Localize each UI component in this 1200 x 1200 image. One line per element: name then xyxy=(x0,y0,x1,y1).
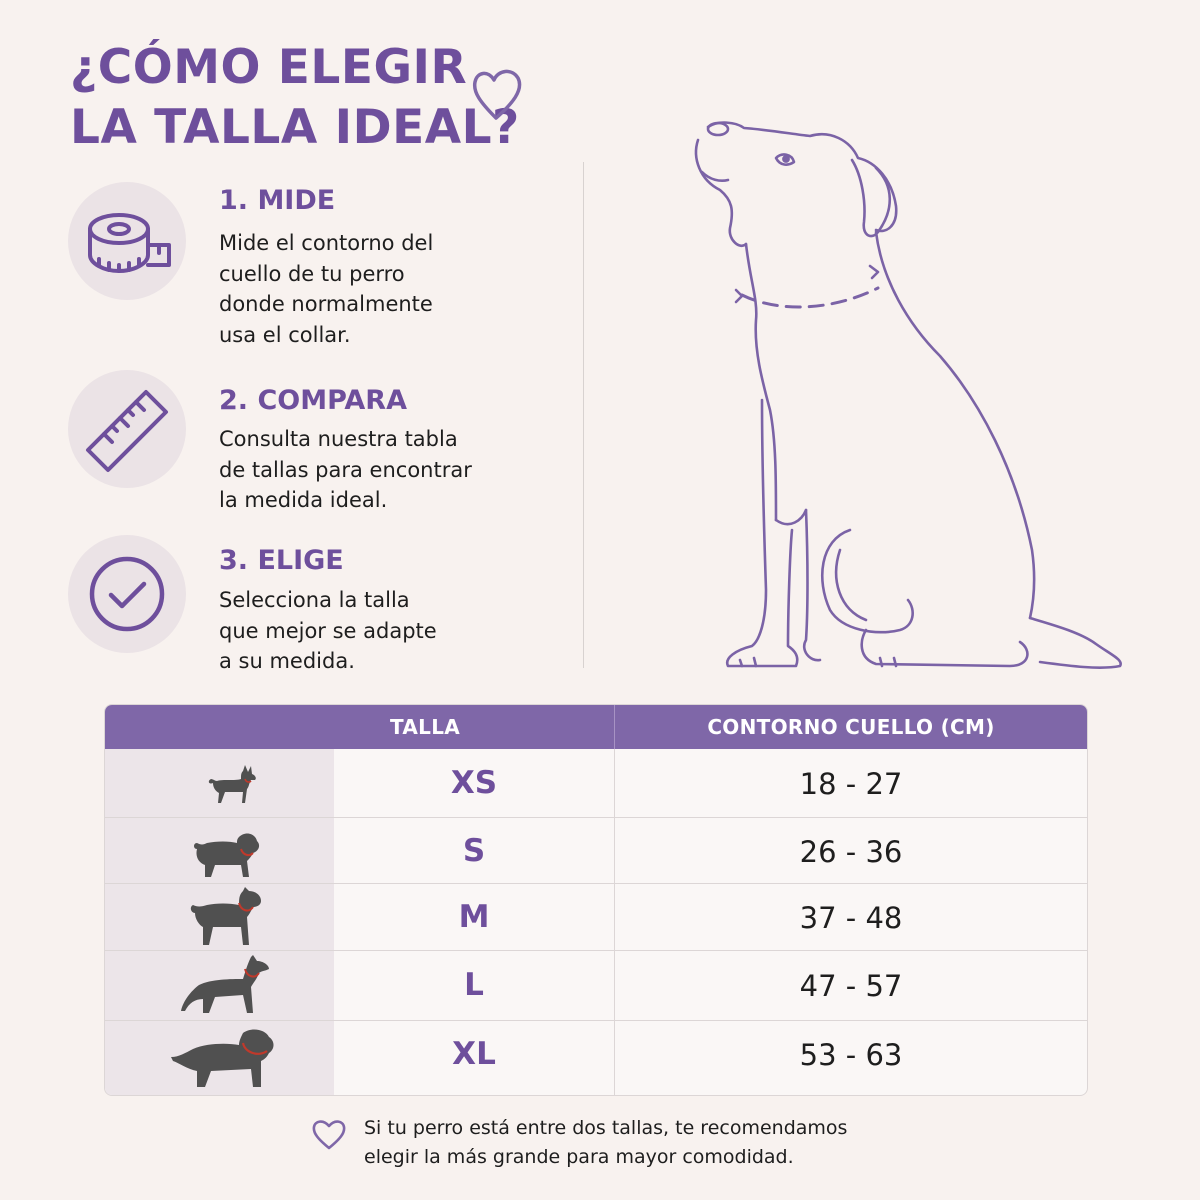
size-label: XL xyxy=(452,1036,496,1072)
bulldog-icon xyxy=(194,833,260,877)
column-divider xyxy=(614,749,615,1095)
step-description: Selecciona la talla que mejor se adapte … xyxy=(219,588,437,673)
step-icon-circle xyxy=(68,182,186,300)
header-divider xyxy=(614,705,615,749)
size-table: TALLA CONTORNO CUELLO (CM) XS 18 - 27 S … xyxy=(104,704,1088,1096)
chihuahua-icon xyxy=(208,765,256,803)
column-divider xyxy=(583,162,584,668)
size-label: XS xyxy=(450,765,498,801)
row-divider xyxy=(105,817,1087,818)
title-line-2: LA TALLA IDEAL? xyxy=(70,100,520,155)
page-title: ¿CÓMO ELEGIR LA TALLA IDEAL? xyxy=(70,38,520,158)
neck-range: 47 - 57 xyxy=(799,969,903,1003)
step-title: 2. COMPARA xyxy=(219,385,407,416)
sitting-dog-illustration xyxy=(694,121,1122,669)
size-label: L xyxy=(464,967,484,1003)
neck-range: 37 - 48 xyxy=(799,901,903,935)
row-divider xyxy=(105,883,1087,884)
size-label: M xyxy=(458,899,490,935)
step-description: Mide el contorno del cuello de tu perro … xyxy=(219,231,434,347)
checkmark-icon xyxy=(89,556,165,632)
column-header-neck: CONTORNO CUELLO (CM) xyxy=(707,715,995,739)
column-header-size: TALLA xyxy=(390,715,461,739)
mastiff-icon xyxy=(171,1029,274,1087)
row-divider xyxy=(105,1020,1087,1021)
step-description: Consulta nuestra tabla de tallas para en… xyxy=(219,427,472,512)
step-title: 3. ELIGE xyxy=(219,545,344,576)
neck-range: 53 - 63 xyxy=(799,1038,903,1072)
step-icon-circle xyxy=(68,535,186,653)
ruler-icon xyxy=(86,390,168,472)
step-icon-circle xyxy=(68,370,186,488)
size-label: S xyxy=(462,833,486,869)
title-line-1: ¿CÓMO ELEGIR xyxy=(70,40,468,95)
neck-range: 26 - 36 xyxy=(799,835,903,869)
german-shepherd-icon xyxy=(181,955,269,1013)
table-header: TALLA CONTORNO CUELLO (CM) xyxy=(105,705,1087,749)
neck-range: 18 - 27 xyxy=(799,767,903,801)
measuring-tape-icon xyxy=(88,213,171,273)
row-divider xyxy=(105,950,1087,951)
boxer-icon xyxy=(190,887,261,945)
heart-icon xyxy=(312,1120,346,1150)
heart-icon xyxy=(472,69,522,120)
step-title: 1. MIDE xyxy=(219,185,336,216)
recommendation-note: Si tu perro está entre dos tallas, te re… xyxy=(364,1117,848,1168)
